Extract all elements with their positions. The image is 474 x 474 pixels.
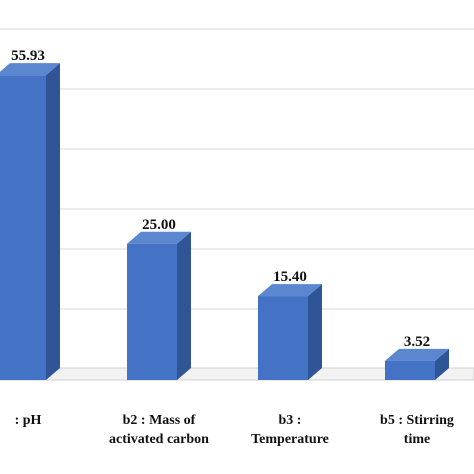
data-label: 3.52 <box>404 334 430 350</box>
bar-top-face <box>0 63 60 76</box>
data-labels: 55.93 25.00 15.40 3.52 <box>11 48 430 350</box>
bar-side-face <box>46 63 60 381</box>
x-tick-label: b2 : Mass of activated carbon <box>109 413 209 447</box>
bar <box>385 348 449 380</box>
bar-front-face <box>127 243 177 380</box>
chart-bars <box>0 63 449 381</box>
data-label: 25.00 <box>142 217 176 233</box>
data-label: 15.40 <box>273 269 307 285</box>
bar-front-face <box>258 296 308 380</box>
bar <box>127 231 191 380</box>
x-tick-label: : pH <box>15 413 42 428</box>
chart-gridlines <box>0 28 474 370</box>
bar-side-face <box>308 284 322 380</box>
bar <box>258 284 322 380</box>
bar-top-face <box>385 348 449 361</box>
x-axis-tick-labels: : pH b2 : Mass of activated carbon b3 : Temp… <box>15 413 454 447</box>
bar-side-face <box>177 231 191 380</box>
bar-side-face <box>435 348 449 380</box>
bar-top-face <box>258 284 322 297</box>
data-label: 55.93 <box>11 48 45 64</box>
bar-front-face <box>0 75 46 380</box>
x-tick-label: b5 : Stirring time <box>380 413 454 447</box>
x-tick-label: b3 : Temperature <box>251 413 329 447</box>
bar <box>0 63 60 381</box>
bar-front-face <box>385 360 435 380</box>
bar-top-face <box>127 231 191 244</box>
